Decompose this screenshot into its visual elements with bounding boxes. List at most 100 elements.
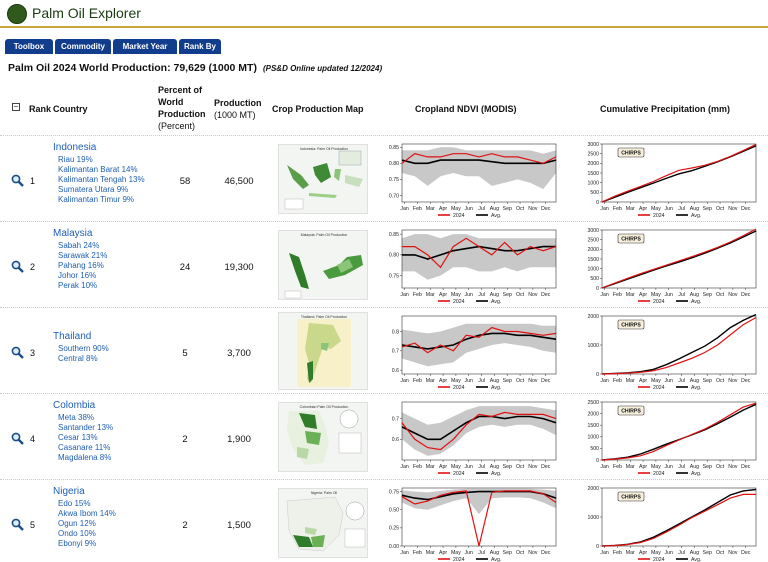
region-item[interactable]: Johor 16% xyxy=(58,271,97,280)
magnifier-icon[interactable] xyxy=(11,432,24,445)
production-summary: Palm Oil 2024 World Production: 79,629 (… xyxy=(8,62,382,74)
y-tick-label: 0.00 xyxy=(389,544,399,550)
region-item[interactable]: Southern 90% xyxy=(58,344,109,353)
region-item[interactable]: Kalimantan Barat 14% xyxy=(58,165,138,174)
col-header-country[interactable]: Country xyxy=(53,104,88,114)
country-link[interactable]: Colombia xyxy=(53,400,96,411)
production-map-thumbnail[interactable]: Thailand: Palm Oil Production xyxy=(278,312,368,390)
region-item[interactable]: Ebonyi 9% xyxy=(58,539,97,548)
y-tick-label: 0.7 xyxy=(392,416,399,422)
x-tick-label: Dec xyxy=(741,464,751,470)
region-item[interactable]: Akwa Ibom 14% xyxy=(58,509,116,518)
x-tick-label: Jan xyxy=(400,464,408,470)
y-tick-label: 500 xyxy=(590,276,599,282)
chirps-badge xyxy=(617,147,645,158)
country-link[interactable]: Indonesia xyxy=(53,142,97,153)
x-tick-label: Nov xyxy=(728,292,738,298)
region-item[interactable]: Cesar 13% xyxy=(58,433,98,442)
y-tick-label: 0 xyxy=(596,458,599,464)
collapse-toggle[interactable]: − xyxy=(12,102,20,111)
y-tick-label: 500 xyxy=(590,190,599,196)
precip-chart: 2500 2000 1500 1000 500 0 Jan Feb Mar Apr May Jun Ju… xyxy=(580,398,760,478)
ndvi-chart: 0.75 0.50 0.25 0.00 Jan Feb Mar Apr May Jun Jul Aug… xyxy=(380,484,560,562)
tab-rank-by[interactable]: Rank By xyxy=(179,39,221,54)
region-item[interactable]: Sumatera Utara 9% xyxy=(58,185,129,194)
x-tick-label: Sep xyxy=(503,378,512,384)
region-item[interactable]: Central 8% xyxy=(58,354,98,363)
x-tick-label: Jul xyxy=(478,550,485,556)
production-map-thumbnail[interactable]: Indonesia: Palm Oil Production xyxy=(278,144,368,214)
x-tick-label: Apr xyxy=(639,292,647,298)
precip-chart: 2000 1000 0 Jan Feb Mar Apr May Jun Jul Aug Sep Oct N… xyxy=(580,484,760,562)
precip-chart: 2000 1000 0 Jan Feb Mar Apr May Jun Jul Aug Sep Oct N… xyxy=(580,312,760,392)
region-item[interactable]: Santander 13% xyxy=(58,423,114,432)
region-item[interactable]: Ondo 10% xyxy=(58,529,96,538)
magnifier-icon[interactable] xyxy=(11,346,24,359)
y-tick-label: 0.80 xyxy=(389,161,399,167)
region-item[interactable]: Perak 10% xyxy=(58,281,98,290)
chirps-badge xyxy=(617,491,645,502)
x-tick-label: Apr xyxy=(639,378,647,384)
series-line-avg xyxy=(601,230,757,289)
plot-frame xyxy=(601,229,757,289)
y-tick-label: 1000 xyxy=(587,343,599,349)
legend-label-avg: Avg. xyxy=(691,213,701,219)
production-value: 46,500 xyxy=(224,176,254,187)
y-tick-label: 2000 xyxy=(587,161,599,167)
magnifier-icon[interactable] xyxy=(11,174,24,187)
x-tick-label: Sep xyxy=(503,464,512,470)
production-map-thumbnail[interactable]: Malaysia: Palm Oil Production xyxy=(278,230,368,300)
tab-toolbox[interactable]: Toolbox xyxy=(5,39,53,54)
region-item[interactable]: Kalimantan Timur 9% xyxy=(58,195,135,204)
country-link[interactable]: Malaysia xyxy=(53,228,93,239)
region-item[interactable]: Kalimantan Tengah 13% xyxy=(58,175,145,184)
tab-market-year[interactable]: Market Year xyxy=(113,39,177,54)
range-band xyxy=(402,323,556,367)
col-header-percent-unit: (Percent) xyxy=(158,121,196,131)
region-item[interactable]: Sarawak 21% xyxy=(58,251,108,260)
series-line-avg xyxy=(401,415,557,441)
country-link[interactable]: Nigeria xyxy=(53,486,85,497)
series-line-2024 xyxy=(402,237,557,269)
region-item[interactable]: Pahang 16% xyxy=(58,261,104,270)
y-tick-label: 1000 xyxy=(587,515,599,521)
legend-label-2024: 2024 xyxy=(453,213,465,219)
tab-commodity[interactable]: Commodity xyxy=(55,39,111,54)
magnifier-icon[interactable] xyxy=(11,518,24,531)
x-tick-label: Sep xyxy=(503,550,512,556)
map-title: Indonesia: Palm Oil Production xyxy=(299,147,349,151)
map-graphic xyxy=(297,319,351,387)
table-row: 1 Indonesia Riau 19% Kalimantan Barat 14… xyxy=(0,135,768,221)
y-tick-label: 0 xyxy=(596,372,599,378)
x-tick-label: Aug xyxy=(490,550,499,556)
map-graphic xyxy=(287,409,362,465)
x-tick-label: Apr xyxy=(639,550,647,556)
series-line-2024 xyxy=(401,411,557,451)
plot-frame xyxy=(601,487,757,547)
magnifier-icon[interactable] xyxy=(11,260,24,273)
x-tick-label: Aug xyxy=(690,550,699,556)
country-link[interactable]: Thailand xyxy=(53,331,92,342)
production-map-thumbnail[interactable]: Nigeria: Palm Oil xyxy=(278,488,368,558)
x-tick-label: May xyxy=(651,206,661,212)
production-map-thumbnail[interactable]: Colombian Palm Oil Production xyxy=(278,402,368,472)
x-tick-label: Jul xyxy=(478,292,485,298)
region-item[interactable]: Casanare 11% xyxy=(58,443,111,452)
region-item[interactable]: Ogun 12% xyxy=(58,519,96,528)
rank-value: 4 xyxy=(30,434,36,444)
region-item[interactable]: Edo 15% xyxy=(58,499,91,508)
x-tick-label: Mar xyxy=(626,292,635,298)
region-item[interactable]: Sabah 24% xyxy=(58,241,100,250)
x-tick-label: Feb xyxy=(413,378,422,384)
region-item[interactable]: Meta 38% xyxy=(58,413,95,422)
col-header-percent[interactable]: Percent of World Production (Percent) xyxy=(158,84,206,132)
col-header-production[interactable]: Production (1000 MT) xyxy=(214,97,262,121)
region-item[interactable]: Riau 19% xyxy=(58,155,93,164)
x-tick-label: May xyxy=(651,550,661,556)
col-header-rank[interactable]: Rank xyxy=(29,104,52,114)
region-item[interactable]: Magdalena 8% xyxy=(58,453,112,462)
chirps-badge-label: CHIRPS xyxy=(621,150,641,156)
legend-label-2024: 2024 xyxy=(453,385,465,391)
